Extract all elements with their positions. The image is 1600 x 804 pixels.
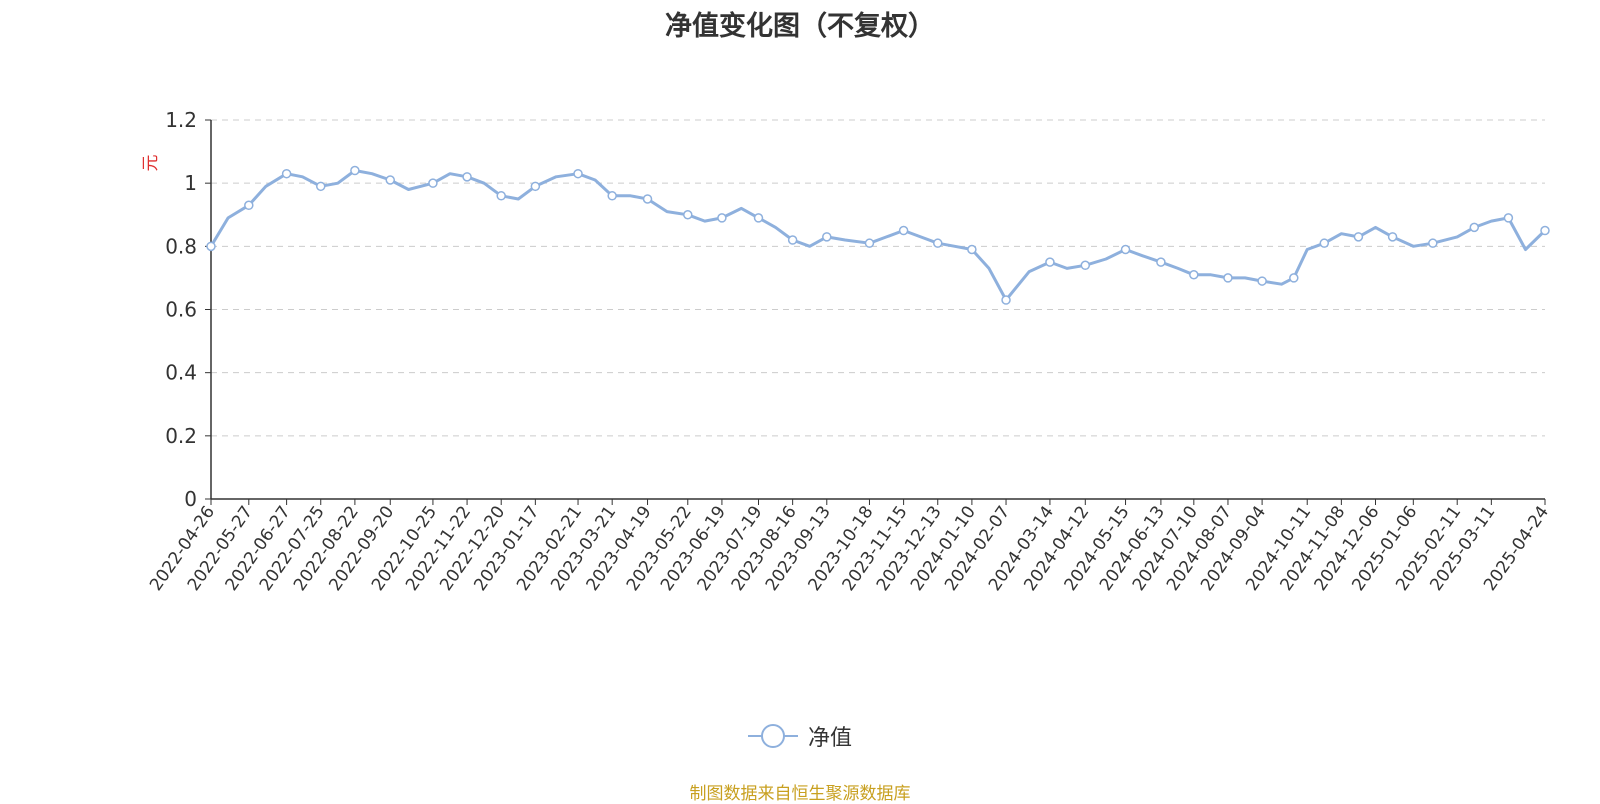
source-note: 制图数据来自恒生聚源数据库 — [689, 784, 911, 804]
data-point[interactable] — [350, 165, 360, 176]
data-point[interactable] — [1045, 257, 1055, 267]
data-point[interactable] — [898, 225, 909, 236]
data-point[interactable] — [573, 168, 583, 179]
data-point[interactable] — [1120, 244, 1131, 255]
data-point[interactable] — [244, 200, 254, 211]
series-line-nav — [209, 169, 1547, 302]
data-point[interactable] — [1156, 257, 1166, 267]
legend-line-circle-icon — [747, 724, 798, 748]
data-point[interactable] — [385, 175, 395, 185]
data-point[interactable] — [1189, 270, 1199, 280]
data-point[interactable] — [967, 244, 977, 255]
y-tick-label: 0.4 — [165, 361, 197, 385]
data-point[interactable] — [1001, 295, 1011, 305]
data-point[interactable] — [822, 232, 832, 242]
data-point[interactable] — [428, 178, 438, 188]
data-point[interactable] — [1469, 222, 1480, 233]
data-point[interactable] — [787, 235, 798, 245]
data-point[interactable] — [1257, 276, 1267, 286]
x-tick-labels: 2022-04-262022-05-272022-06-272022-07-25… — [146, 499, 1553, 595]
legend-item[interactable]: 净值 — [747, 720, 852, 752]
y-tick-label: 1 — [184, 171, 197, 195]
y-tick-labels: 0 0.2 0.4 0.6 0.8 1 1.2 — [165, 108, 211, 511]
data-point[interactable] — [1353, 232, 1364, 242]
data-point[interactable] — [1387, 232, 1398, 242]
chart-title: 净值变化图（不复权） — [665, 11, 935, 42]
data-point[interactable] — [753, 213, 764, 223]
legend-label: 净值 — [807, 726, 852, 751]
data-point[interactable] — [206, 241, 216, 252]
data-point[interactable] — [932, 238, 943, 248]
series-points — [206, 165, 1550, 305]
data-point[interactable] — [1503, 213, 1514, 223]
legend: 净值 — [0, 720, 1600, 753]
y-tick-label: 0.8 — [165, 234, 197, 258]
data-point[interactable] — [462, 172, 472, 182]
data-point[interactable] — [683, 210, 693, 220]
data-point[interactable] — [1428, 238, 1438, 248]
data-point[interactable] — [1289, 273, 1299, 283]
data-point[interactable] — [315, 181, 326, 192]
data-point[interactable] — [1540, 225, 1550, 236]
data-point[interactable] — [717, 213, 727, 223]
y-axis-label: 元 — [141, 155, 161, 172]
data-point[interactable] — [864, 238, 875, 248]
data-point[interactable] — [1319, 238, 1330, 248]
y-tick-label: 1.2 — [165, 108, 197, 132]
data-point[interactable] — [607, 191, 617, 201]
grid-lines — [211, 119, 1545, 437]
y-tick-label: 0.6 — [165, 298, 197, 322]
data-point[interactable] — [281, 168, 292, 179]
data-point[interactable] — [530, 181, 541, 192]
y-tick-label: 0.2 — [165, 424, 197, 448]
data-point[interactable] — [1080, 260, 1091, 271]
data-point[interactable] — [496, 191, 506, 201]
data-point[interactable] — [642, 194, 653, 204]
y-tick-label: 0 — [184, 487, 197, 511]
data-point[interactable] — [1223, 273, 1233, 283]
